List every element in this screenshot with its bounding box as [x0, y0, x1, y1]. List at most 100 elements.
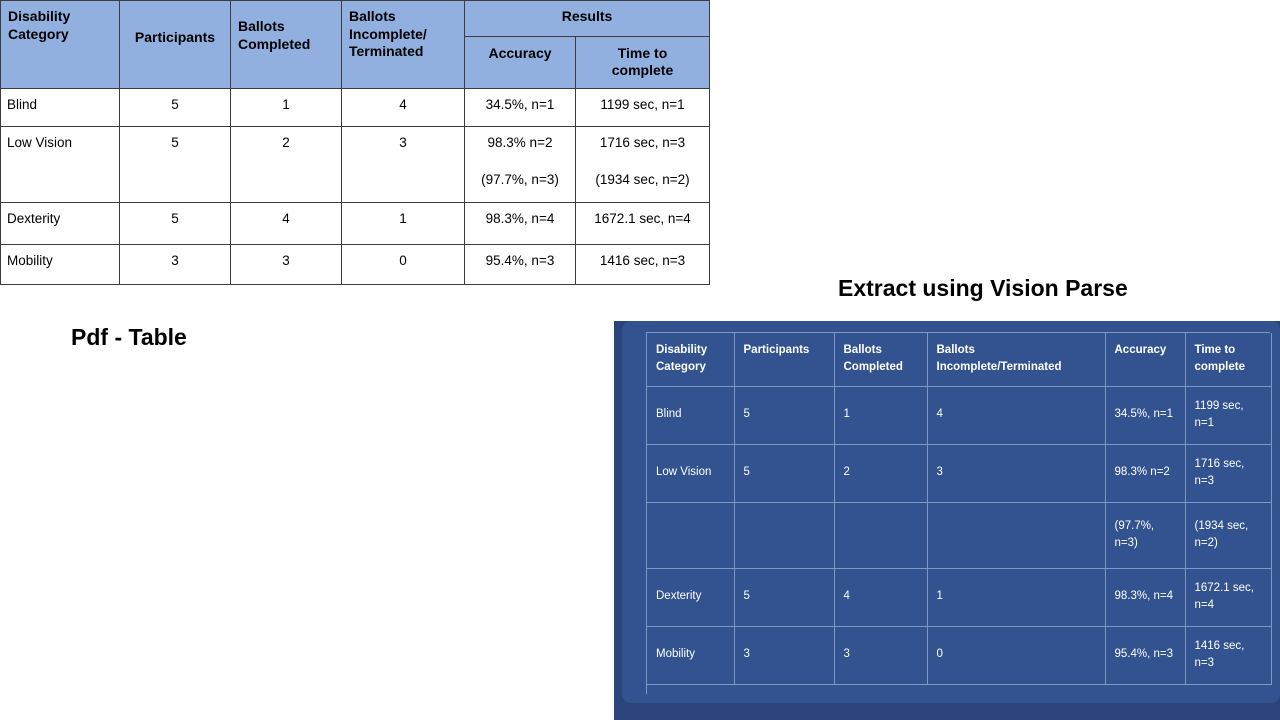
table-row: (97.7%, n=3) (1934 sec, n=2) [647, 502, 1272, 569]
header-line: Disability [8, 8, 71, 24]
time-primary: 1672.1 sec, n=4 [594, 211, 691, 226]
cell-ballots-incomplete: 1 [341, 202, 465, 245]
accuracy-primary: 98.3% n=2 [487, 135, 553, 150]
cell-ballots-completed: 4 [230, 202, 342, 245]
cell-participants: 5 [734, 386, 835, 445]
cell-time: 1199 sec, n=1 [1185, 386, 1272, 445]
cell-time: 1416 sec, n=3 [1185, 626, 1272, 685]
time-primary: 1716 sec, n=3 [599, 135, 686, 150]
cell-participants: 5 [734, 568, 835, 627]
cell-accuracy: 98.3% n=2 [1105, 444, 1186, 503]
header-ballots-completed: Ballots Completed [230, 0, 342, 89]
accuracy-primary: 95.4%, n=3 [485, 253, 555, 268]
header-line: Category [656, 361, 706, 374]
cell-participants: 5 [734, 444, 835, 503]
header-line: Incomplete/Terminated [936, 361, 1062, 374]
cell-category: Low Vision [647, 444, 735, 503]
caption-pdf-table: Pdf - Table [71, 324, 187, 350]
header-ballots-incomplete-terminated: Ballots Incomplete/ Terminated [341, 0, 465, 89]
header-participants: Participants [119, 0, 231, 89]
table-subheader-row: Accuracy Time to complete [1, 35, 711, 89]
vision-parse-table: Disability Category Participants Ballots… [647, 333, 1272, 685]
header-results-group: Results [463, 0, 711, 37]
table-row: Dexterity 5 4 1 98.3%, n=4 1672.1 sec, n… [647, 568, 1272, 627]
cell-participants: 3 [119, 244, 231, 285]
accuracy-secondary: (97.7%, n=3) [481, 172, 559, 187]
pdf-source-table-container: Disability Category Participants Ballots… [0, 0, 711, 285]
caption-vision-parse: Extract using Vision Parse [838, 275, 1128, 301]
header-line: complete [611, 62, 674, 78]
header-time-to-complete: Time to complete [1185, 333, 1272, 387]
cell-category: Mobility [647, 626, 735, 685]
header-accuracy: Accuracy [1105, 333, 1186, 387]
header-line: Participants [743, 344, 810, 356]
cell-ballots-completed: 2 [230, 126, 342, 203]
vision-parse-table-frame: Disability Category Participants Ballots… [646, 332, 1272, 694]
header-line: Disability [656, 344, 708, 356]
header-line: Ballots [936, 344, 975, 356]
header-line: Completed [843, 361, 903, 374]
header-participants: Participants [734, 333, 835, 387]
header-line: Ballots [843, 344, 882, 356]
cell-ballots-incomplete [927, 502, 1106, 569]
header-line: Category [8, 25, 69, 42]
header-line: Time to [617, 44, 668, 61]
header-line: Participants [134, 29, 216, 45]
table-row: Mobility 3 3 0 95.4%, n=3 1416 sec, n=3 [647, 626, 1272, 685]
cell-time: 1199 sec, n=1 [574, 88, 711, 127]
cell-time: 1672.1 sec, n=4 [1185, 568, 1272, 627]
cell-ballots-completed: 2 [834, 444, 928, 503]
header-accuracy: Accuracy [464, 35, 576, 89]
cell-ballots-completed: 3 [230, 244, 342, 285]
cell-category: Mobility [0, 244, 120, 285]
cell-participants: 5 [119, 126, 231, 203]
table-row: Mobility 3 3 0 95.4%, n=3 1416 sec, n=3 [0, 244, 711, 285]
header-line: Completed [238, 35, 311, 52]
cell-category: Dexterity [0, 202, 120, 245]
cell-accuracy: 34.5%, n=1 [1105, 386, 1186, 445]
cell-accuracy: 98.3%, n=4 [464, 202, 576, 245]
time-primary: 1199 sec, n=1 [600, 97, 685, 112]
cell-ballots-completed: 1 [230, 88, 342, 127]
header-line: Ballots [238, 18, 285, 34]
header-line: Time to [1194, 344, 1236, 356]
vision-parse-panel: Disability Category Participants Ballots… [614, 321, 1280, 720]
cell-time: 1672.1 sec, n=4 [574, 202, 711, 245]
header-disability-category: Disability Category [647, 333, 735, 387]
cell-ballots-incomplete: 3 [927, 444, 1106, 503]
cell-accuracy: 98.3% n=2 (97.7%, n=3) [464, 126, 576, 203]
cell-category: Low Vision [0, 126, 120, 203]
cell-accuracy: 34.5%, n=1 [464, 88, 576, 127]
time-secondary: (1934 sec, n=2) [595, 172, 690, 187]
time-primary: 1416 sec, n=3 [599, 253, 686, 268]
accuracy-primary: 98.3%, n=4 [485, 211, 555, 226]
cell-ballots-completed: 1 [834, 386, 928, 445]
header-time-to-complete: Time to complete [574, 35, 711, 89]
cell-accuracy: 95.4%, n=3 [1105, 626, 1186, 685]
header-line: Ballots [349, 8, 396, 24]
cell-participants: 3 [734, 626, 835, 685]
cell-category [647, 502, 735, 569]
cell-ballots-completed [834, 502, 928, 569]
cell-time: 1416 sec, n=3 [574, 244, 711, 285]
table-header-row: Disability Category Participants Ballots… [647, 333, 1272, 387]
cell-ballots-incomplete: 0 [341, 244, 465, 285]
header-line: Accuracy [1114, 344, 1167, 356]
cell-ballots-completed: 4 [834, 568, 928, 627]
cell-time: 1716 sec, n=3 [1185, 444, 1272, 503]
table-row: Low Vision 5 2 3 98.3% n=2 (97.7%, n=3) … [0, 126, 711, 203]
cell-ballots-incomplete: 1 [927, 568, 1106, 627]
header-line: Terminated [349, 43, 424, 59]
header-ballots-completed: Ballots Completed [834, 333, 928, 387]
table-row: Blind 5 1 4 34.5%, n=1 1199 sec, n=1 [647, 386, 1272, 445]
cell-ballots-completed: 3 [834, 626, 928, 685]
header-ballots-incomplete-terminated: Ballots Incomplete/Terminated [927, 333, 1106, 387]
cell-participants: 5 [119, 202, 231, 245]
header-disability-category: Disability Category [0, 0, 120, 89]
cell-category: Dexterity [647, 568, 735, 627]
table-row: Dexterity 5 4 1 98.3%, n=4 1672.1 sec, n… [0, 202, 711, 245]
cell-ballots-incomplete: 3 [341, 126, 465, 203]
cell-category: Blind [0, 88, 120, 127]
header-line: complete [1194, 361, 1246, 374]
header-line: Results [561, 8, 613, 24]
